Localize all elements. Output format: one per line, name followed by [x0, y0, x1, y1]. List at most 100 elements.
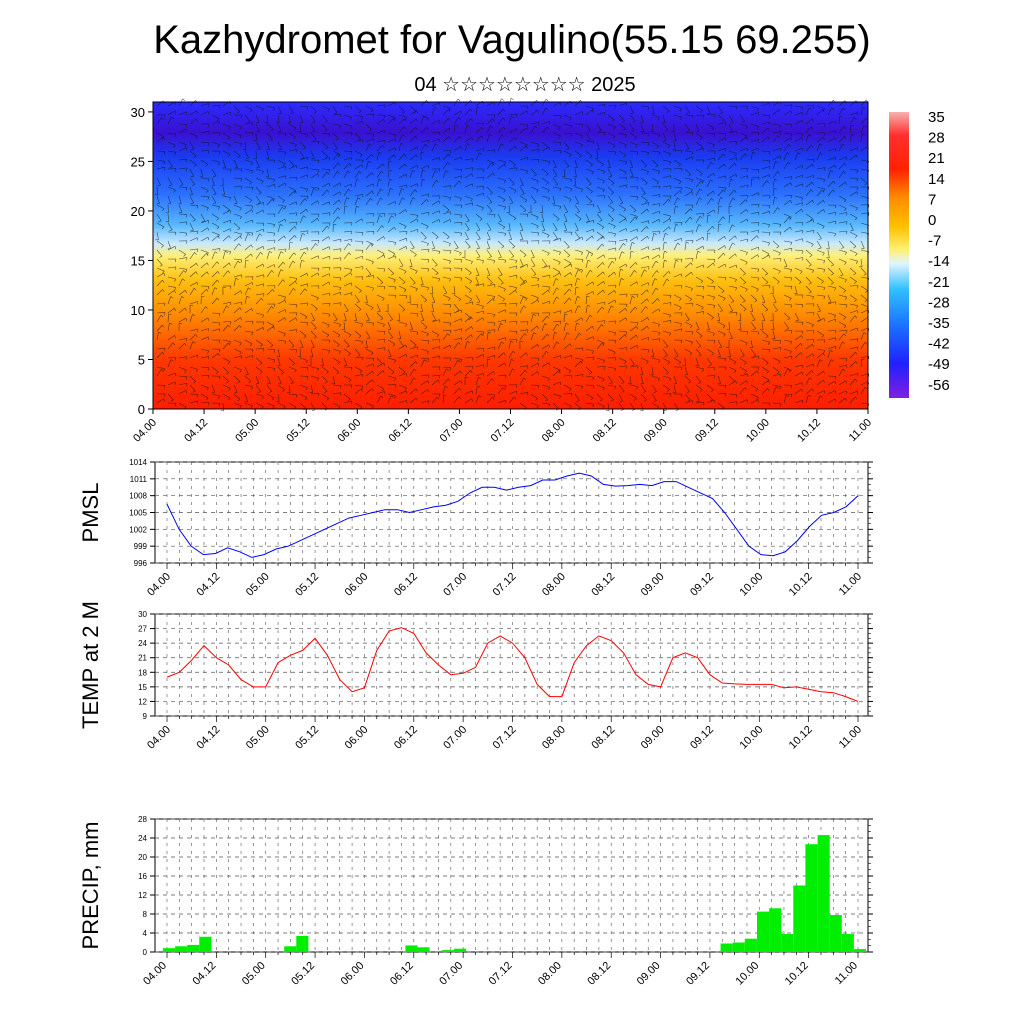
wind-barb [200, 130, 209, 134]
wind-barb-feather [854, 299, 857, 302]
colorbar-label: -14 [928, 253, 950, 270]
wind-barb-feather [389, 337, 393, 339]
wind-barb [761, 375, 770, 381]
wind-barb-feather [636, 196, 639, 200]
wind-barb-feather [460, 318, 463, 322]
wind-barb [420, 127, 428, 134]
wind-barb [684, 208, 692, 215]
wind-barb-feather [712, 190, 715, 194]
wind-barb-feather [241, 186, 243, 190]
wind-barb [211, 251, 216, 260]
wind-barb-feather [687, 399, 691, 402]
wind-barb [838, 249, 847, 253]
wind-barb-feather [503, 189, 506, 193]
wind-barb-feather [566, 166, 570, 168]
wind-barb-feather [195, 118, 198, 122]
wind-barb [728, 114, 734, 123]
wind-barb-feather [371, 261, 374, 265]
wind-barb [772, 294, 777, 303]
wind-barb-feather [679, 108, 682, 112]
wind-barb-feather [348, 243, 351, 246]
wind-barb-feather [326, 334, 330, 338]
wind-barb-feather [668, 378, 671, 382]
wind-barb [585, 140, 594, 143]
wind-barb [486, 172, 494, 179]
wind-barb [376, 197, 381, 206]
wind-barb [673, 260, 677, 269]
wind-barb-feather [351, 183, 353, 188]
wind-barb-feather [323, 391, 328, 393]
wind-barb-feather [537, 278, 540, 282]
wind-barb-feather [790, 385, 793, 389]
wind-barb [299, 208, 307, 215]
wind-barb-feather [201, 295, 205, 298]
wind-barb-feather [657, 324, 660, 328]
wind-barb-feather [393, 360, 396, 364]
wind-barb [706, 399, 715, 404]
wind-barb [651, 123, 654, 132]
wind-barb [849, 327, 858, 332]
wind-barb [156, 213, 162, 221]
wind-barb-feather [183, 270, 186, 273]
wind-barb [805, 267, 814, 271]
wind-barb [607, 257, 616, 260]
wind-barb-feather [823, 379, 825, 383]
wind-barb [728, 123, 733, 132]
wind-barb-feather [696, 400, 700, 403]
wind-barb-feather [786, 152, 790, 155]
wind-barb [552, 381, 561, 386]
wind-barb [563, 168, 566, 177]
wind-barb [497, 294, 505, 300]
wind-barb-feather [602, 262, 605, 266]
wind-barb [310, 186, 319, 189]
wind-barb [717, 375, 721, 384]
wind-barb-feather [543, 265, 547, 267]
wind-barb [684, 258, 694, 260]
wind-barb-feather [787, 368, 791, 372]
wind-barb-feather [812, 164, 814, 168]
wind-barb [563, 313, 565, 323]
wind-barb [310, 272, 319, 278]
wind-barb [849, 390, 858, 395]
wind-barb [728, 197, 734, 206]
wind-barb-feather [646, 171, 649, 175]
wind-barb-feather [729, 130, 733, 133]
wind-barb-feather [536, 297, 539, 301]
wind-barb [640, 325, 648, 332]
wind-barb [464, 240, 471, 248]
wind-barb [541, 315, 548, 323]
wind-barb [255, 195, 261, 203]
wind-barb [794, 352, 802, 359]
wind-barb [805, 330, 815, 332]
wind-barb-feather [206, 253, 209, 256]
wind-barb [706, 357, 712, 365]
wind-barb [277, 269, 282, 278]
wind-barb [233, 177, 243, 179]
wind-barb-feather [427, 380, 429, 384]
wind-barb-feather [205, 306, 208, 309]
wind-barb [299, 132, 308, 135]
wind-barb [596, 104, 605, 107]
wind-barb [299, 348, 302, 358]
wind-barb-feather [407, 302, 411, 304]
wind-barb [365, 339, 368, 348]
wind-barb-feather [845, 358, 848, 362]
wind-barb [464, 213, 470, 221]
wind-barb [640, 282, 649, 287]
wind-barb [618, 317, 626, 323]
wind-barb-feather [569, 288, 572, 292]
wind-barb [772, 197, 775, 206]
wind-barb [860, 267, 867, 275]
wind-barb-feather [589, 201, 593, 204]
wind-barb [695, 285, 705, 287]
wind-barb [178, 249, 186, 255]
wind-barb-feather [361, 218, 363, 222]
wind-barb-feather [733, 370, 737, 374]
wind-barb [497, 195, 506, 200]
wind-barb-feather [295, 304, 298, 308]
wind-barb [222, 235, 230, 242]
wind-barb [332, 330, 341, 336]
wind-barb [618, 269, 621, 278]
wind-barb-feather [504, 233, 507, 237]
wind-barb [420, 276, 424, 285]
